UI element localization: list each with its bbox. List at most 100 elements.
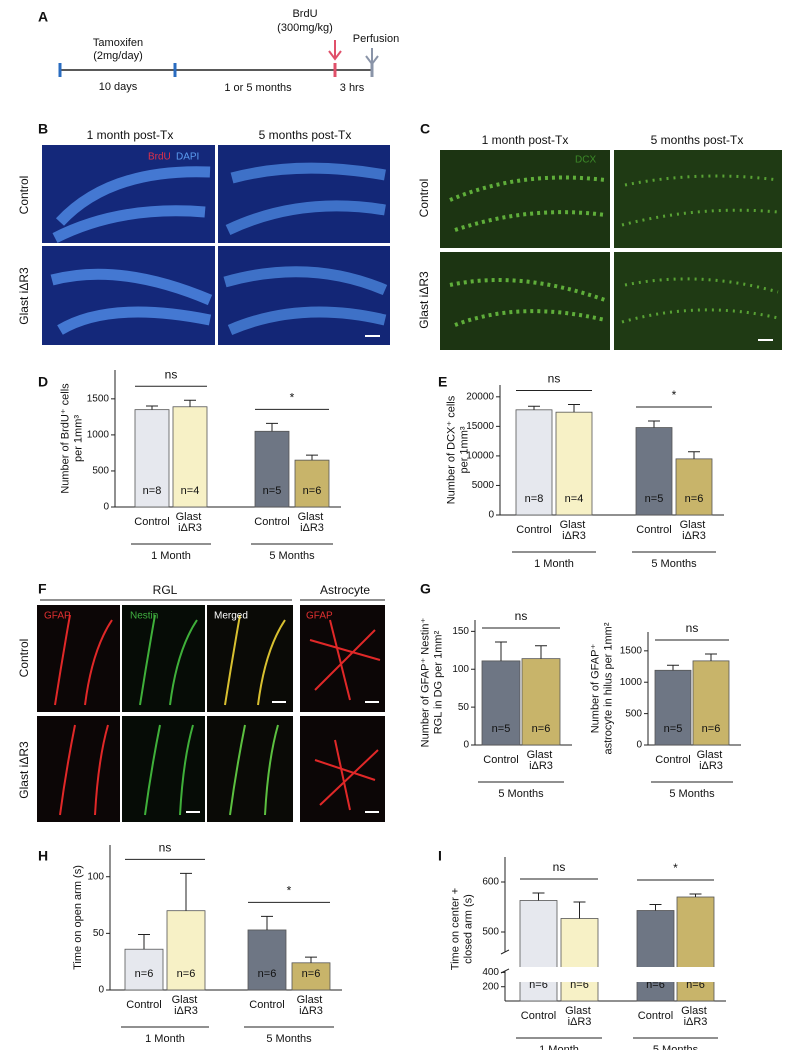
panel-c-images: 1 month post-Tx 5 months post-Tx Control… [417,133,782,350]
y-axis-label: Number of BrdU⁺ cells [59,383,71,494]
column-header: Astrocyte [320,583,370,597]
group-label: 1 Month [151,550,191,562]
y-axis-label: closed arm (s) [462,894,474,964]
micrograph [614,150,782,248]
cell-process [229,724,279,816]
significance-label: * [290,391,295,405]
bar [124,948,164,991]
significance-label: ns [159,840,172,854]
cell-layer [50,268,213,335]
n-label: n=4 [565,493,584,505]
error-bar [573,901,586,919]
bar [134,409,170,508]
row-label: Glast iΔR3 [417,271,431,329]
significance-label: ns [548,372,561,386]
y-axis-label: astrocyte in hilus per 1mm² [602,622,614,754]
y-tick-label: 100 [452,664,469,675]
error-bar [495,641,507,661]
bar [635,427,673,516]
x-tick-label: Glast iΔR3 [560,519,589,542]
panel-letter: B [38,121,48,137]
y-tick-label: 1500 [620,645,643,656]
bar [254,430,290,508]
n-label: n=4 [181,485,200,497]
timeline-label: Perfusion [353,33,399,45]
bar [636,910,675,1002]
significance-label: * [672,388,677,402]
y-axis-label: RGL in DG per 1mm² [432,630,444,734]
error-bar [305,956,317,963]
y-tick-label: 50 [93,928,105,939]
bar [675,458,713,516]
n-label: n=6 [702,723,721,735]
error-bar [535,645,547,659]
column-header: 1 month post-Tx [482,133,569,147]
error-bar [180,872,192,911]
row-label: Glast iΔR3 [17,267,31,325]
micrograph [207,716,293,822]
channel-label: Merged [214,611,248,622]
significance-label: * [287,884,292,898]
cell-layer [52,166,211,243]
y-tick-label: 100 [87,871,104,882]
group-label: 1 Month [534,558,574,570]
bar [676,896,715,1002]
panel-letter: A [38,9,48,25]
panel-letter: G [420,581,431,597]
timeline-label: 3 hrs [340,82,365,94]
y-axis-label: Number of GFAP⁺ Nestin⁺ [419,618,431,748]
bar [560,918,599,1002]
y-tick-label: 0 [98,985,104,996]
timeline-label: 10 days [99,81,138,93]
column-header: 5 months post-Tx [651,133,744,147]
error-bar [649,904,662,911]
bar [519,900,558,1002]
bar [247,929,287,991]
y-axis-label: per 1mm³ [72,415,84,462]
cell-layer [223,266,388,336]
row-label: Control [17,176,31,215]
group-label: 5 Months [669,788,715,800]
y-axis-label: Number of GFAP⁺ [589,644,601,734]
x-tick-label: Control [655,754,690,766]
group-label: 5 Months [653,1044,699,1050]
panel-letter: I [438,848,442,864]
micrograph [300,605,385,712]
cell-process [224,614,286,706]
stain-label: DCX [575,155,596,166]
row-label: Control [417,179,431,218]
n-label: n=6 [685,493,704,505]
bar [654,669,692,746]
column-header: 1 month post-Tx [87,128,174,142]
group-label: 1 Month [145,1033,185,1045]
y-tick-label: 500 [482,927,499,938]
panel-letter: E [438,374,447,390]
brdu-arrow [328,40,342,61]
y-tick-label: 0 [463,740,469,751]
error-bar [528,405,540,410]
n-label: n=6 [135,968,154,980]
panel-b-images: 1 month post-Tx 5 months post-Tx Control… [17,128,390,345]
n-label: n=5 [492,723,511,735]
group-label: 5 Months [269,550,315,562]
panel-f-images: RGL Astrocyte Control Glast iΔR3 GFAP Ne… [17,583,385,822]
y-tick-label: 200 [482,981,499,992]
micrograph [122,716,205,822]
row-label: Glast iΔR3 [17,741,31,799]
error-bar [138,933,150,950]
n-label: n=8 [143,485,162,497]
channel-label: Nestin [130,611,158,622]
x-tick-label: Control [636,524,671,536]
n-label: n=6 [258,968,277,980]
n-label: n=6 [303,485,322,497]
n-label: n=5 [664,723,683,735]
n-label: n=8 [525,493,544,505]
error-bar [532,892,545,901]
error-bar [688,451,700,459]
timeline-label: BrdU [292,8,317,20]
x-tick-label: Control [134,516,169,528]
micrograph [440,252,610,350]
x-tick-label: Glast iΔR3 [297,994,326,1017]
